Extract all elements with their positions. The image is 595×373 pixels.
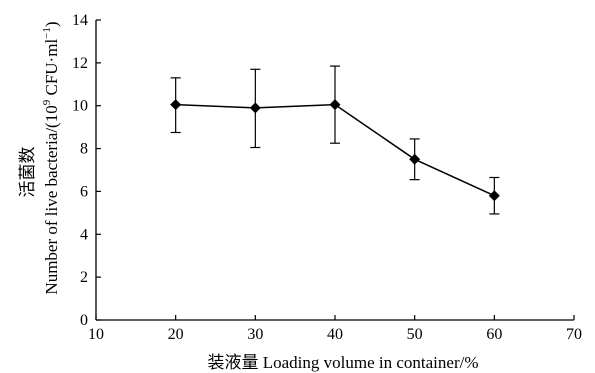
y-tick-label: 14 [72, 12, 88, 29]
y-axis-title: 活菌数 [18, 147, 37, 198]
y-axis-title-en: Number of live bacteria/(109 CFU·ml−1) [41, 21, 61, 294]
y-tick-label: 0 [80, 312, 88, 329]
y-axis-title-cn: 活菌数 [18, 147, 37, 198]
y-tick-label: 6 [80, 183, 88, 200]
data-point-marker [170, 99, 182, 111]
data-point-marker [329, 99, 341, 111]
y-tick-label: 12 [72, 55, 88, 72]
data-point-marker [488, 190, 500, 202]
x-tick-label: 20 [168, 326, 184, 343]
y-tick-label: 10 [72, 98, 88, 115]
tick-labels: 10 20 30 40 50 60 70 0 2 4 6 8 10 12 14 [72, 12, 582, 343]
y-axis-title-exponent: 9 [41, 99, 53, 105]
y-axis-title-unit-exponent: −1 [41, 27, 53, 39]
x-tick-label: 60 [486, 326, 502, 343]
y-tick-label: 2 [80, 269, 88, 286]
x-tick-label: 10 [88, 326, 104, 343]
x-tick-label: 30 [247, 326, 263, 343]
x-tick-label: 50 [407, 326, 423, 343]
x-axis-title: 装液量 Loading volume in container/% [208, 353, 479, 372]
y-tick-label: 4 [80, 226, 88, 243]
y-axis-title-main: Number of live bacteria/(10 [42, 105, 61, 294]
tick-marks [95, 19, 575, 321]
data-point-marker [409, 153, 421, 165]
data-point-marker [249, 102, 261, 114]
data-series [170, 65, 500, 215]
y-axis-title-unit: CFU·ml [42, 39, 61, 100]
y-tick-label: 8 [80, 141, 88, 158]
axes [95, 20, 574, 321]
x-tick-label: 70 [566, 326, 582, 343]
x-tick-label: 40 [327, 326, 343, 343]
y-axis-title-close: ) [42, 21, 61, 27]
